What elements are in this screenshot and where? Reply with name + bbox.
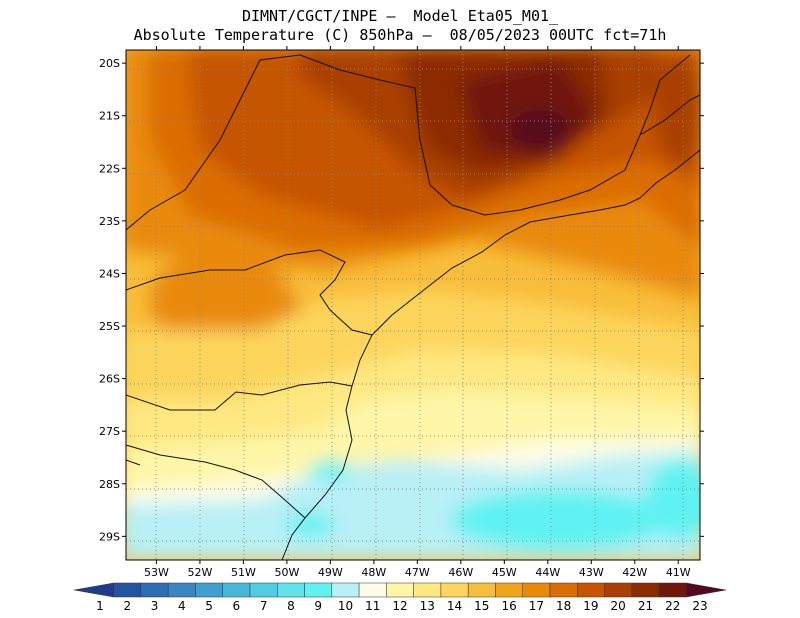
colorbar-label: 7 — [260, 599, 268, 613]
lat-label: 29S — [99, 530, 120, 543]
lon-label: 41W — [666, 566, 691, 579]
colorbar-label: 2 — [123, 599, 131, 613]
map-title-line1: DIMNT/CGCT/INPE – Model Eta05_M01_ — [241, 7, 559, 25]
lon-label: 53W — [144, 566, 169, 579]
colorbar-label: 8 — [287, 599, 295, 613]
colorbar-swatch — [577, 582, 605, 598]
colorbar-swatch — [140, 582, 169, 598]
lon-label: 47W — [405, 566, 430, 579]
latitude-axis: 20S 21S 22S 23S 24S 25S 26S 27S 28S 29S — [99, 57, 704, 543]
colorbar-swatch — [277, 582, 305, 598]
lon-label: 45W — [492, 566, 517, 579]
colorbar-label: 13 — [420, 599, 435, 613]
colorbar-swatch — [413, 582, 442, 598]
lon-label: 42W — [622, 566, 647, 579]
border-ms-sp — [126, 54, 301, 231]
lon-label: 44W — [535, 566, 560, 579]
temperature-colorbar: 1 2 3 4 5 6 7 8 9 10 11 12 13 14 15 16 17 18 19 20 21 22 23 — [73, 582, 727, 613]
border-pr-sc — [126, 381, 353, 411]
colorbar-swatch — [113, 582, 142, 598]
colorbar-label: 1 — [96, 599, 104, 613]
colorbar-label: 11 — [365, 599, 380, 613]
colorbar-swatch — [195, 582, 223, 598]
longitude-axis: 53W 52W 51W 50W 49W 48W 47W 46W 45W 44W 43W 42W 41W — [144, 46, 691, 579]
colorbar-label: 23 — [692, 599, 707, 613]
lon-label: 46W — [448, 566, 473, 579]
lon-label: 50W — [274, 566, 299, 579]
lon-label: 52W — [187, 566, 212, 579]
border-rs-uruguay — [126, 459, 141, 466]
coastline — [281, 149, 700, 560]
lat-label: 26S — [99, 373, 120, 386]
colorbar-swatch — [467, 582, 496, 598]
lat-label: 22S — [99, 162, 120, 175]
colorbar-label: 5 — [205, 599, 213, 613]
colorbar-swatch — [440, 582, 469, 598]
border-mg-es — [639, 94, 700, 136]
colorbar-label: 19 — [583, 599, 598, 613]
colorbar-label: 3 — [151, 599, 159, 613]
lat-label: 20S — [99, 57, 120, 70]
colorbar-swatch — [549, 582, 578, 598]
lat-label: 27S — [99, 425, 120, 438]
colorbar-swatch — [522, 582, 551, 598]
colorbar-swatch — [249, 582, 278, 598]
colorbar-label: 17 — [529, 599, 544, 613]
colorbar-swatch — [331, 582, 360, 598]
lon-label: 48W — [361, 566, 386, 579]
lat-label: 21S — [99, 110, 120, 123]
lon-label: 43W — [579, 566, 604, 579]
colorbar-label: 12 — [392, 599, 407, 613]
colorbar-label: 22 — [665, 599, 680, 613]
colorbar-label: 21 — [638, 599, 653, 613]
lat-label: 24S — [99, 267, 120, 280]
colorbar-swatch — [386, 582, 414, 598]
lat-label: 23S — [99, 215, 120, 228]
colorbar-label: 20 — [611, 599, 626, 613]
colorbar-label: 6 — [233, 599, 241, 613]
colorbar-swatch — [222, 582, 251, 598]
border-sc-rs — [126, 444, 306, 519]
colorbar-swatch — [631, 582, 660, 598]
map-title-line2: Absolute Temperature (C) 850hPa – 08/05/… — [133, 26, 667, 44]
map-frame — [125, 49, 701, 561]
colorbar-label: 10 — [338, 599, 353, 613]
temperature-field — [126, 50, 700, 560]
colorbar-max-arrow — [686, 582, 727, 598]
border-mg-sp — [299, 54, 561, 216]
colorbar-swatch — [304, 582, 333, 598]
colorbar-swatch — [604, 582, 633, 598]
colorbar-swatch — [495, 582, 523, 598]
colorbar-label: 16 — [501, 599, 516, 613]
colorbar-label: 4 — [178, 599, 186, 613]
lat-label: 25S — [99, 320, 120, 333]
colorbar-swatch — [167, 582, 196, 598]
lon-label: 49W — [318, 566, 343, 579]
lat-label: 28S — [99, 478, 120, 491]
border-sp-pr — [126, 249, 373, 336]
lon-label: 51W — [231, 566, 256, 579]
colorbar-label: 14 — [447, 599, 462, 613]
colorbar-label: 18 — [556, 599, 571, 613]
coastline-and-borders — [126, 54, 700, 560]
colorbar-label: 15 — [474, 599, 489, 613]
colorbar-swatch — [658, 582, 687, 598]
colorbar-swatch — [358, 582, 387, 598]
colorbar-label: 9 — [314, 599, 322, 613]
colorbar-min-arrow — [73, 582, 114, 598]
